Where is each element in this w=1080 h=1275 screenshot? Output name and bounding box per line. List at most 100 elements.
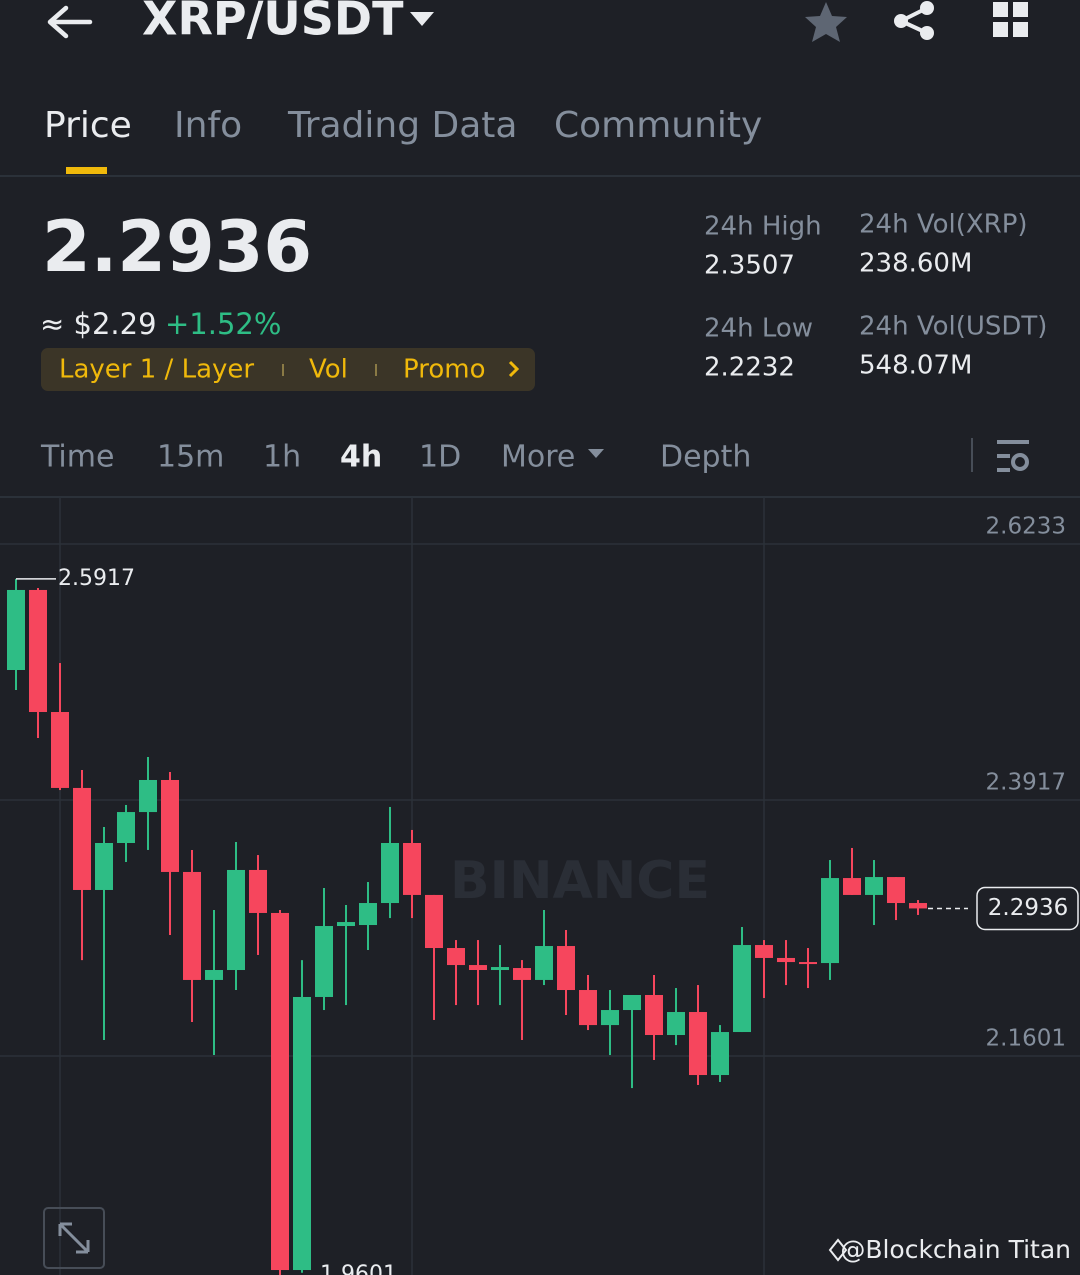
expand-box	[43, 1207, 105, 1269]
stat-label: 24h Vol(XRP)	[859, 210, 1028, 240]
candle-body	[139, 779, 157, 813]
candle-body	[161, 779, 179, 872]
candle-body	[359, 903, 377, 926]
expand-icon	[58, 1222, 90, 1254]
tab-active[interactable]: Price	[44, 105, 132, 146]
candle-body	[601, 1010, 619, 1026]
interval[interactable]: Depth	[660, 440, 751, 475]
candle-body	[7, 589, 25, 670]
share-icon[interactable]	[894, 1, 934, 40]
candle-body	[799, 962, 817, 965]
candle-body	[381, 842, 399, 904]
expand-button[interactable]	[43, 1207, 105, 1269]
candle-body	[755, 945, 773, 958]
price-change: +1.52%	[165, 307, 281, 341]
favorite-star[interactable]	[805, 2, 847, 42]
candle-body	[95, 842, 113, 890]
candle-body	[183, 871, 201, 980]
max-label: 2.5917	[58, 566, 135, 591]
candle-body	[535, 946, 553, 980]
candle-body	[777, 957, 795, 963]
candle-body	[865, 877, 883, 895]
grid-menu-icon[interactable]	[993, 2, 1028, 37]
candle-body	[403, 842, 421, 895]
watermark: BINANCE	[450, 851, 710, 911]
candle-body	[249, 869, 267, 913]
pair-title[interactable]: XRP/USDT	[142, 0, 404, 46]
candle-body	[491, 967, 509, 971]
credit: @Blockchain Titan	[840, 1235, 1071, 1264]
stat-label: 24h Vol(USDT)	[859, 312, 1047, 342]
interval-active[interactable]: 4h	[340, 440, 382, 475]
y-tick-label: 2.3917	[986, 769, 1066, 795]
grid-cell	[993, 2, 1008, 17]
grid-cell	[993, 22, 1008, 37]
interval[interactable]: 1h	[263, 440, 301, 475]
tag[interactable]: Vol	[309, 355, 348, 385]
candle-body	[667, 1012, 685, 1036]
stat-value: 2.3507	[704, 251, 795, 281]
y-tick-label: 2.1601	[986, 1026, 1066, 1052]
back-button[interactable]	[47, 5, 93, 39]
share-lines	[896, 6, 928, 35]
back-arrow	[47, 5, 93, 39]
stat-label: 24h High	[704, 212, 822, 242]
usd-price: ≈ $2.29	[40, 307, 157, 341]
tag-chevron	[508, 360, 520, 378]
grid-cell	[1013, 22, 1028, 37]
y-tick-label: 2.6233	[986, 513, 1066, 539]
settings-gear	[1011, 453, 1029, 471]
tab-indicator	[66, 167, 107, 174]
candle-body	[557, 946, 575, 991]
pair-dropdown[interactable]	[410, 12, 434, 26]
candle-body	[513, 968, 531, 980]
interval[interactable]: More	[501, 440, 575, 475]
candle-body	[711, 1032, 729, 1076]
candle-body	[447, 948, 465, 966]
candle-body	[733, 945, 751, 1033]
last-price-label: 2.2936	[988, 895, 1068, 921]
candle-body	[623, 994, 641, 1011]
candle-body	[271, 912, 289, 1271]
tag-bar	[41, 348, 535, 391]
more-dropdown[interactable]	[588, 449, 604, 458]
candle-body	[337, 922, 355, 927]
candle-body	[117, 812, 135, 843]
chart-settings[interactable]	[997, 440, 1029, 472]
interval[interactable]: 15m	[157, 440, 224, 475]
stat-value: 2.2232	[704, 353, 795, 383]
candle-body	[315, 926, 333, 997]
stat-value: 238.60M	[859, 249, 972, 279]
candle-body	[227, 869, 245, 971]
candle-body	[51, 712, 69, 788]
tab[interactable]: Trading Data	[287, 105, 517, 146]
candlestick-chart: BINANCE 2.6233 2.3917 2.1601 2.5917 1.9601 2.…	[0, 497, 1080, 1275]
last-price: 2.2936	[42, 206, 312, 288]
candle-body	[579, 990, 597, 1026]
stat-value: 548.07M	[859, 351, 972, 381]
candle-body	[887, 877, 905, 904]
candle-body	[843, 878, 861, 895]
tab[interactable]: Info	[174, 105, 242, 146]
tab[interactable]: Community	[554, 105, 762, 146]
tag[interactable]: Layer 1 / Layer	[59, 355, 254, 385]
interval[interactable]: 1D	[419, 440, 461, 475]
candle-body	[293, 996, 311, 1271]
min-label: 1.9601	[320, 1262, 397, 1275]
candle-body	[205, 970, 223, 980]
stat-label: 24h Low	[704, 314, 813, 344]
candle-body	[29, 589, 47, 713]
interval[interactable]: Time	[40, 440, 114, 475]
candle-body	[73, 787, 91, 890]
candle-body	[909, 903, 927, 909]
candle-body	[469, 965, 487, 971]
credit-logo	[828, 1238, 848, 1262]
candle-body	[645, 994, 663, 1036]
last-price-box	[976, 886, 1079, 931]
tag[interactable]: Promo	[403, 355, 485, 385]
settings-lines	[997, 440, 1029, 472]
candle-body	[821, 878, 839, 964]
